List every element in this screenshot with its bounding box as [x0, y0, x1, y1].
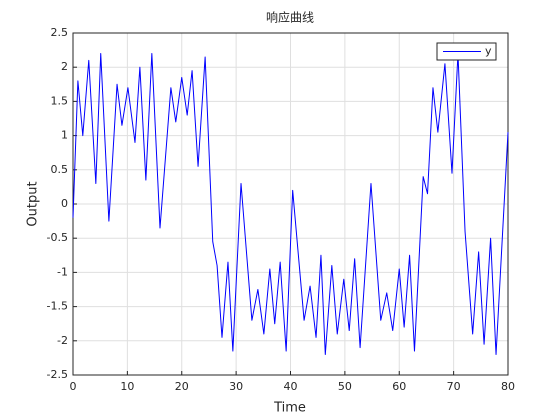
y-tick-label: 0: [61, 197, 68, 210]
x-tick-label: 40: [284, 380, 298, 393]
y-axis-label: Output: [26, 181, 41, 226]
y-tick-label: 2: [61, 60, 68, 73]
x-tick-label: 50: [338, 380, 352, 393]
x-tick-label: 20: [175, 380, 189, 393]
y-tick-label: -2.5: [47, 368, 68, 381]
x-tick-label: 10: [120, 380, 134, 393]
y-tick-label: -1: [57, 265, 68, 278]
x-axis-label: Time: [273, 401, 306, 416]
y-tick-label: 0.5: [51, 163, 69, 176]
x-tick-label: 0: [70, 380, 77, 393]
data-line: [72, 53, 509, 355]
legend-label: y: [485, 45, 492, 58]
y-tick-label: -2: [57, 334, 68, 347]
y-tick-label: 1: [61, 129, 68, 142]
x-tick-label: 80: [501, 380, 515, 393]
x-tick-label: 60: [392, 380, 406, 393]
y-tick-label: -0.5: [47, 231, 68, 244]
y-tick-label: 1.5: [51, 94, 69, 107]
chart-title: 响应曲线: [266, 10, 314, 25]
x-tick-label: 30: [229, 380, 243, 393]
y-tick-label: 2.5: [51, 26, 69, 39]
x-tick-label: 70: [447, 380, 461, 393]
y-tick-label: -1.5: [47, 300, 68, 313]
